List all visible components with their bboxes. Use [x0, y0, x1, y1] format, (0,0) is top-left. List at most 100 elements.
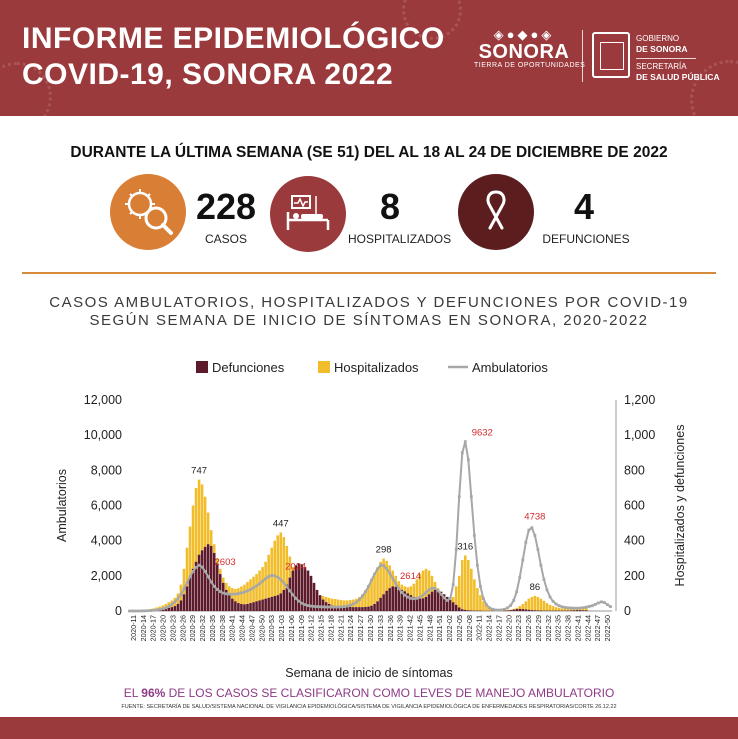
bar-hospitalizados — [454, 586, 458, 605]
bar-hospitalizados — [237, 588, 240, 604]
ambulatorios-point — [412, 597, 416, 601]
peak-ambulatorios-label: 2614 — [400, 571, 421, 582]
bar-hospitalizados — [457, 575, 461, 608]
bar-hospitalizados — [482, 601, 485, 611]
ambulatorios-point — [351, 602, 355, 606]
ambulatorios-point — [221, 591, 225, 595]
x-tick-label: 2022-20 — [504, 615, 513, 641]
ambulatorios-point — [261, 579, 265, 583]
x-tick-label: 2021-18 — [327, 615, 336, 641]
ambulatorios-point — [303, 603, 307, 607]
x-tick-label: 2020-44 — [238, 615, 247, 641]
bar-hospitalizados — [282, 537, 286, 590]
ambulatorios-point — [348, 603, 352, 607]
bar-defunciones — [361, 607, 364, 611]
ambulatorios-point — [191, 570, 195, 573]
bar-defunciones — [225, 589, 228, 611]
government-label: GOBIERNO DE SONORA SECRETARÍA DE SALUD P… — [636, 34, 720, 83]
y-right-axis-title: Hospitalizados y defunciones — [673, 425, 687, 587]
bar-defunciones — [179, 600, 183, 611]
ambulatorios-point — [267, 575, 271, 578]
bar-hospitalizados — [464, 555, 467, 610]
x-tick-label: 2020-20 — [159, 615, 168, 641]
ambulatorios-point — [527, 528, 531, 532]
x-tick-label: 2021-45 — [415, 615, 424, 641]
bar-defunciones — [231, 598, 234, 611]
ambulatorios-point — [246, 589, 249, 593]
cases-value: 228 — [195, 186, 257, 227]
ambulatorios-point — [309, 604, 313, 608]
x-tick-label: 2020-47 — [248, 615, 257, 641]
bottom-bar — [0, 717, 738, 739]
bar-defunciones — [569, 610, 573, 611]
bar-hospitalizados — [206, 512, 210, 545]
x-tick-label: 2020-11 — [129, 615, 138, 641]
ambulatorios-point — [203, 570, 207, 573]
ambulatorios-point — [515, 590, 519, 594]
x-tick-label: 2021-12 — [307, 615, 316, 641]
bar-defunciones — [379, 597, 382, 611]
ambulatorios-point — [315, 605, 319, 609]
peak-total-label: 298 — [376, 545, 392, 556]
bar-hospitalizados — [533, 595, 537, 611]
bar-hospitalizados — [394, 575, 397, 587]
bar-defunciones — [343, 606, 346, 611]
chart-title-line1: CASOS AMBULATORIOS, HOSPITALIZADOS Y DEF… — [49, 294, 689, 311]
peak-ambulatorios-label: 2024 — [285, 561, 306, 572]
bar-defunciones — [333, 606, 337, 611]
x-tick-label: 2022-29 — [534, 615, 543, 641]
bar-hospitalizados — [346, 600, 349, 607]
x-tick-label: 2021-15 — [317, 615, 326, 641]
legend-swatch-1 — [318, 361, 330, 373]
bar-defunciones — [228, 595, 231, 611]
ambulatorios-point — [560, 605, 564, 609]
bar-defunciones — [400, 589, 404, 611]
ambulatorios-point — [336, 605, 340, 609]
bar-hospitalizados — [185, 547, 189, 587]
ambulatorios-point — [509, 603, 513, 607]
x-tick-label: 2021-24 — [346, 615, 355, 641]
ambulatorios-point — [194, 565, 198, 569]
bar-defunciones — [300, 564, 304, 611]
bar-hospitalizados — [188, 526, 192, 578]
bar-defunciones — [524, 609, 528, 611]
x-tick-label: 2020-26 — [178, 615, 187, 641]
virus-magnifier-icon — [110, 174, 186, 250]
x-tick-label: 2020-41 — [228, 615, 237, 641]
ambulatorios-point — [318, 605, 322, 609]
bar-hospitalizados — [485, 605, 488, 611]
bar-defunciones — [191, 568, 195, 611]
bar-hospitalizados — [367, 586, 370, 607]
ambulatorios-point — [354, 600, 358, 604]
ambulatorios-point — [569, 606, 573, 610]
ambulatorios-point — [249, 588, 252, 591]
bar-hospitalizados — [403, 586, 407, 592]
ambulatorios-point — [472, 533, 476, 537]
ambulatorios-point — [385, 567, 389, 571]
bar-hospitalizados — [379, 561, 382, 598]
ambulatorios-point — [542, 577, 546, 581]
bar-defunciones — [409, 595, 413, 611]
bar-hospitalizados — [339, 600, 343, 607]
bar-defunciones — [581, 610, 585, 611]
ambulatorios-point — [312, 605, 316, 608]
bar-defunciones — [391, 586, 394, 611]
ambulatorios-point — [391, 577, 395, 580]
bar-defunciones — [315, 589, 319, 611]
bar-defunciones — [373, 603, 376, 611]
bar-hospitalizados — [566, 608, 570, 611]
bar-hospitalizados — [560, 608, 564, 611]
x-tick-label: 2022-41 — [573, 615, 582, 641]
bar-defunciones — [255, 601, 258, 611]
logo-divider — [582, 30, 583, 82]
ambulatorios-point — [606, 603, 609, 607]
bar-hospitalizados — [415, 579, 419, 598]
bar-hospitalizados — [385, 560, 388, 591]
bar-defunciones — [388, 588, 391, 611]
ambulatorios-point — [475, 563, 479, 567]
ambulatorios-point — [488, 606, 491, 610]
bar-defunciones — [418, 598, 422, 611]
bar-defunciones — [188, 577, 192, 611]
bar-defunciones — [352, 607, 355, 611]
ambulatorios-point — [442, 596, 446, 600]
